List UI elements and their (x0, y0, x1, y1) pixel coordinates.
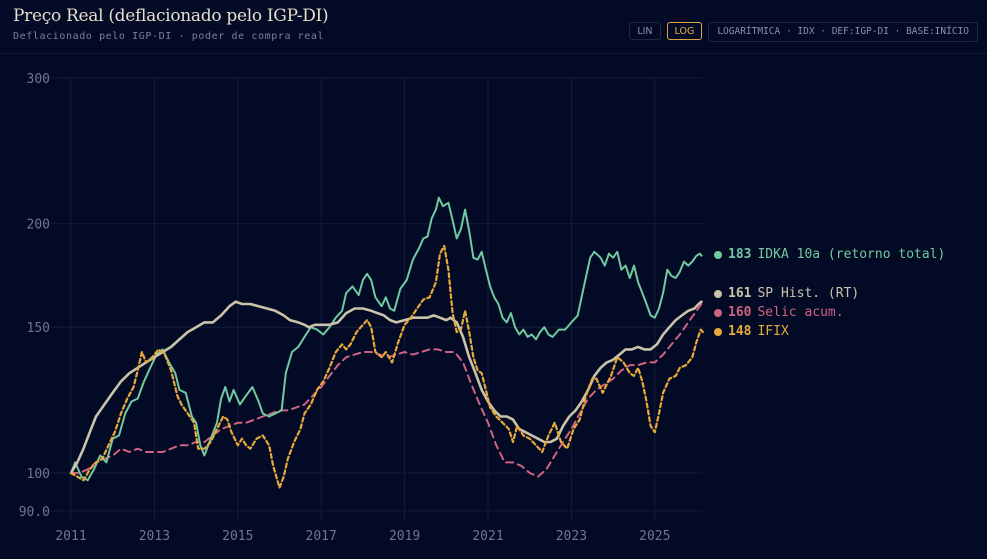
y-tick-label: 150 (27, 321, 50, 336)
x-axis: 2011 2013 2015 2017 2019 2021 2023 2025 (55, 529, 670, 544)
page-title: Preço Real (deflacionado pelo IGP-DI) (13, 6, 329, 26)
lin-scale-button[interactable]: LIN (629, 22, 661, 40)
x-tick-label: 2023 (556, 529, 587, 544)
x-tick-label: 2025 (639, 529, 670, 544)
legend-dot-icon (714, 289, 722, 298)
legend-item-idka[interactable]: 183 IDKA 10a (retorno total) (714, 247, 945, 262)
legend-label: IDKA 10a (retorno total) (757, 247, 946, 262)
legend-label: Selic acum. (757, 305, 844, 320)
chart-header: Preço Real (deflacionado pelo IGP-DI) De… (0, 0, 987, 54)
y-axis: 90.0 100 150 200 300 (19, 72, 50, 520)
legend-dot-icon (714, 250, 722, 259)
x-tick-label: 2013 (139, 529, 170, 544)
series-line-idka (70, 196, 703, 482)
legend-dot-icon (714, 327, 722, 336)
legend-label: SP Hist. (RT) (757, 286, 860, 301)
y-tick-label: 300 (27, 72, 50, 87)
series-line-selic (70, 303, 703, 478)
series-line-ifix (69, 244, 704, 489)
x-tick-label: 2021 (472, 529, 503, 544)
y-tick-label: 90.0 (19, 505, 50, 520)
legend-item-selic[interactable]: 160 Selic acum. (714, 305, 844, 320)
scale-controls: LIN LOG LOGARÍTMICA · IDX · DEF:IGP-DI ·… (629, 22, 978, 42)
y-tick-label: 100 (27, 467, 50, 482)
legend-item-ifix[interactable]: 148 IFIX (714, 324, 789, 339)
legend-value: 160 (728, 305, 752, 320)
legend-value: 148 (728, 324, 752, 339)
legend-dot-icon (714, 308, 722, 317)
legend-value: 161 (728, 286, 752, 301)
series-lines (69, 196, 704, 489)
y-tick-label: 200 (27, 218, 50, 233)
x-tick-label: 2017 (306, 529, 337, 544)
log-scale-button[interactable]: LOG (666, 22, 703, 40)
legend-label: IFIX (757, 324, 789, 339)
grid-lines (50, 77, 703, 520)
x-tick-label: 2015 (222, 529, 253, 544)
legend-value: 183 (728, 247, 752, 262)
series-line-sp (69, 300, 703, 475)
x-tick-label: 2019 (389, 529, 420, 544)
page-subtitle: Deflacionado pelo IGP-DI · poder de comp… (13, 31, 325, 42)
x-tick-label: 2011 (55, 529, 86, 544)
legend-item-sp[interactable]: 161 SP Hist. (RT) (714, 286, 859, 301)
scale-info-badge: LOGARÍTMICA · IDX · DEF:IGP-DI · BASE:IN… (708, 22, 978, 42)
